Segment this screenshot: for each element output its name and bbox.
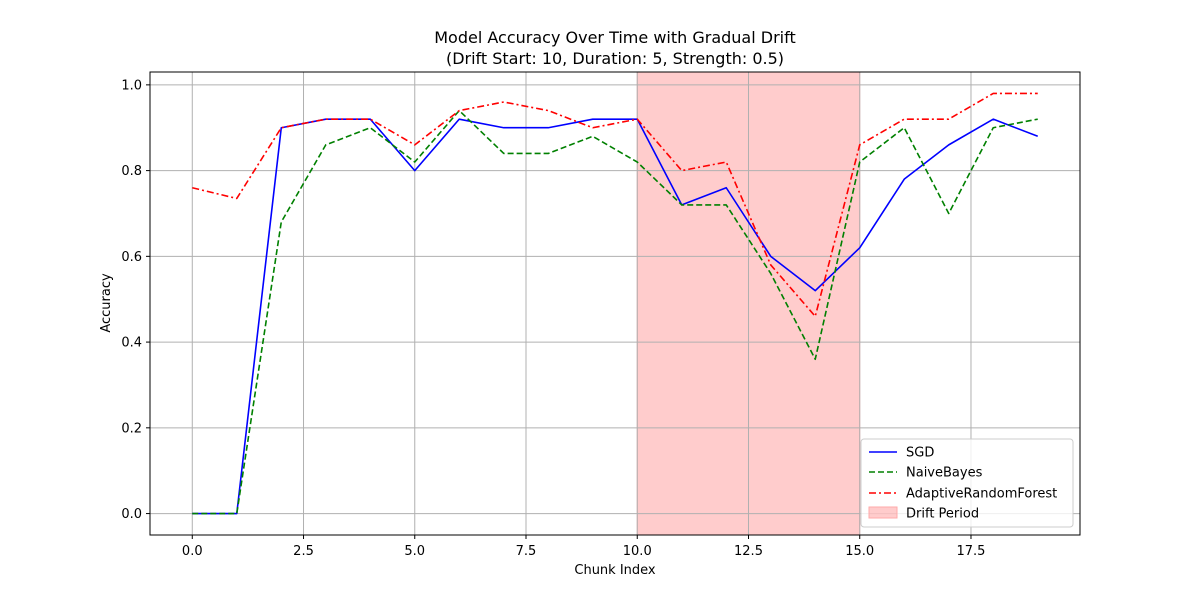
x-tick-label: 0.0 [182, 544, 203, 559]
series-layer [192, 92, 1039, 515]
y-tick-label: 0.0 [121, 507, 142, 522]
y-tick-label: 1.0 [121, 78, 142, 93]
y-tick-label: 0.6 [121, 250, 142, 265]
x-tick-label: 5.0 [404, 544, 425, 559]
x-tick-label: 2.5 [293, 544, 314, 559]
legend: SGD NaiveBayes AdaptiveRandomForest Drif… [860, 438, 1074, 528]
chart-subtitle: (Drift Start: 10, Duration: 5, Strength:… [446, 49, 784, 68]
y-tick-label: 0.8 [121, 164, 142, 179]
x-tick-label: 7.5 [516, 544, 537, 559]
legend-label-naivebayes: NaiveBayes [906, 466, 983, 481]
y-tick-label: 0.2 [121, 421, 142, 436]
legend-box [860, 438, 1074, 528]
chart-title: Model Accuracy Over Time with Gradual Dr… [434, 28, 795, 47]
x-axis-label: Chunk Index [574, 563, 656, 578]
x-tick-label: 17.5 [957, 544, 986, 559]
legend-label-adaptiverandomforest: AdaptiveRandomForest [906, 487, 1057, 502]
series-line-naivebayes [192, 109, 1038, 515]
grid-layer [150, 72, 1080, 535]
x-tick-label: 12.5 [734, 544, 763, 559]
series-line-adaptiverandomforest [192, 92, 1038, 318]
x-tick-label: 10.0 [623, 544, 652, 559]
legend-label-drift-period: Drift Period [906, 507, 979, 522]
plot-frame [149, 71, 1081, 536]
tick-layer: 0.0 2.5 5.0 7.5 10.0 12.5 15.0 17.5 0.0 0.2 0.4 0.6… [121, 78, 985, 559]
legend-swatch-drift-period [868, 506, 898, 519]
x-tick-label: 15.0 [845, 544, 874, 559]
y-axis-label: Accuracy [99, 273, 114, 333]
y-tick-label: 0.4 [121, 336, 142, 351]
legend-label-sgd: SGD [906, 446, 934, 461]
